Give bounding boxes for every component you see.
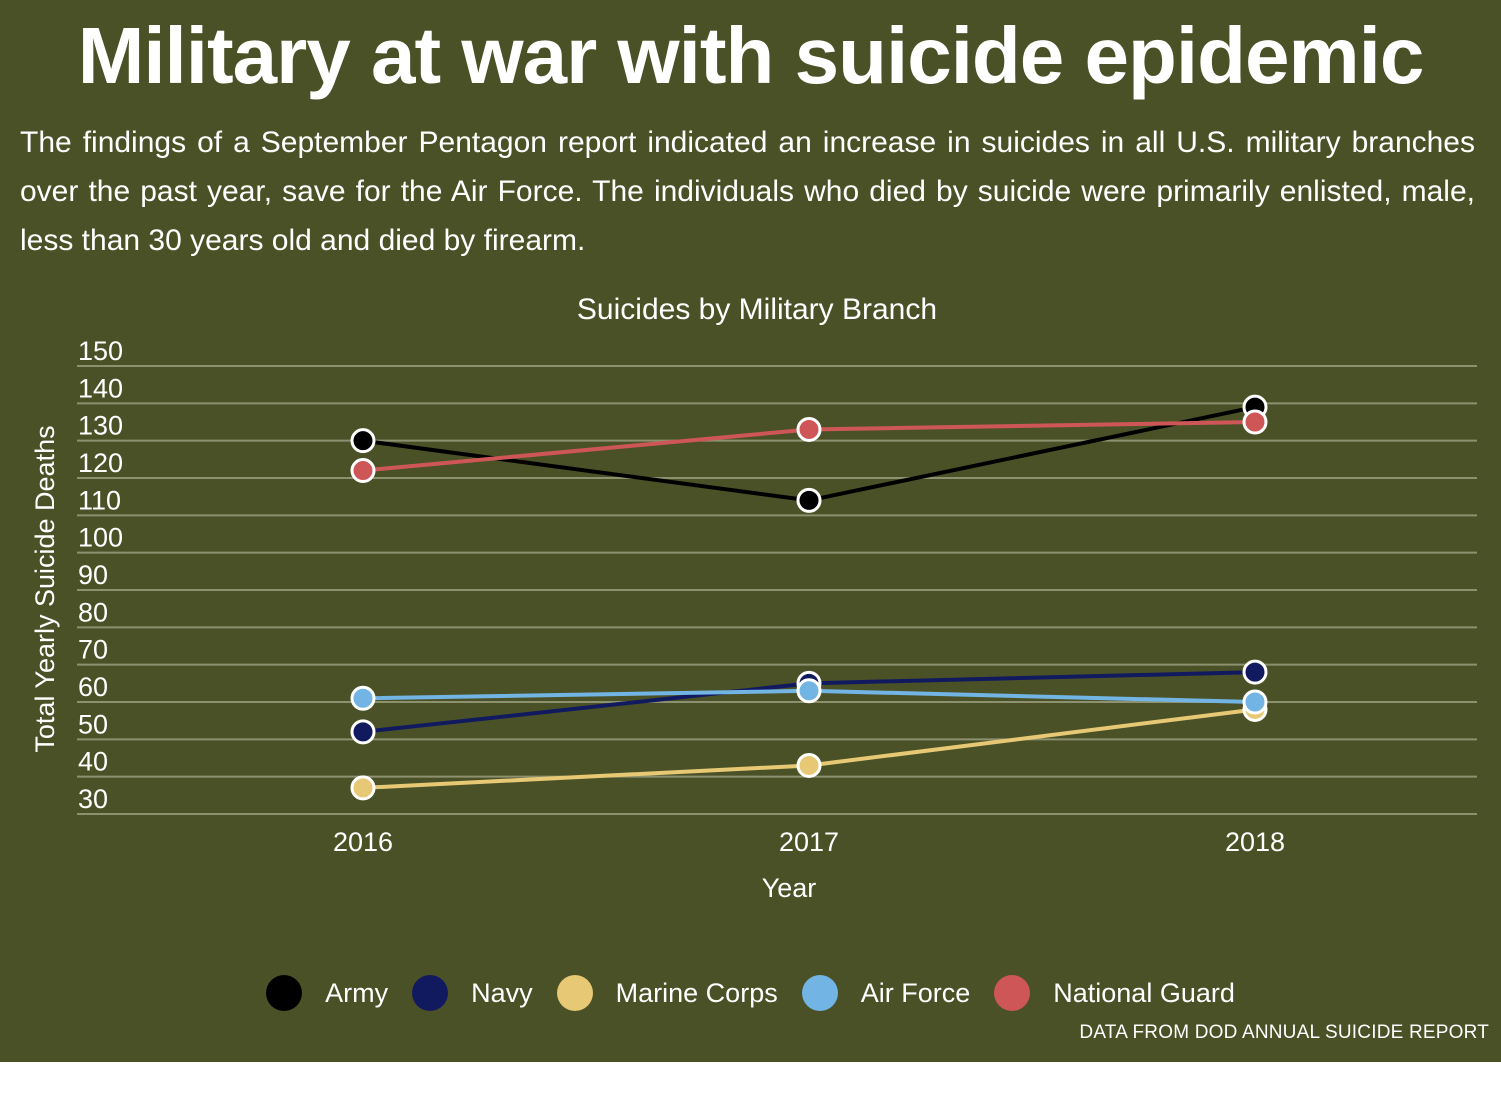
- series-lines: [362, 405, 1256, 790]
- y-tick-label: 100: [78, 523, 123, 553]
- legend-item-national-guard: National Guard: [994, 975, 1235, 1011]
- y-tick-label: 130: [78, 411, 123, 441]
- legend-label: Army: [325, 977, 389, 1008]
- legend-label: Marine Corps: [615, 977, 778, 1008]
- legend-swatch: [556, 975, 593, 1011]
- y-tick-label: 90: [78, 560, 108, 590]
- y-axis-title: Total Yearly Suicide Deaths: [30, 425, 60, 752]
- y-tick-label: 60: [78, 672, 108, 702]
- legend-item-air-force: Air Force: [801, 975, 971, 1011]
- series-points: [350, 394, 1268, 801]
- legend-swatch: [801, 975, 838, 1011]
- legend-item-navy: Navy: [412, 975, 533, 1011]
- y-tick-label: 120: [78, 448, 123, 478]
- source-note: DATA FROM DOD ANNUAL SUICIDE REPORT: [1079, 1022, 1489, 1043]
- y-tick-label: 40: [78, 747, 108, 777]
- y-tick-label: 30: [78, 784, 108, 814]
- legend-label: Air Force: [860, 977, 971, 1008]
- intro-paragraph: The findings of a September Pentagon rep…: [20, 126, 1475, 257]
- x-axis-title: Year: [762, 873, 817, 903]
- grid-lines: [77, 365, 1477, 815]
- army-point: [796, 487, 822, 513]
- y-tick-label: 80: [78, 597, 108, 627]
- headline: Military at war with suicide epidemic: [77, 11, 1425, 100]
- marine-corps-point: [350, 775, 376, 801]
- legend-swatch: [994, 975, 1031, 1011]
- legend-item-army: Army: [266, 975, 388, 1011]
- navy-point: [1242, 659, 1268, 685]
- air-force-point: [1242, 689, 1268, 715]
- x-tick-labels: 2016 2017 2018: [333, 827, 1285, 857]
- y-tick-label: 150: [78, 336, 123, 366]
- legend-swatch: [412, 975, 449, 1011]
- legend-swatch: [266, 975, 303, 1011]
- y-tick-label: 50: [78, 709, 108, 739]
- line-chart: Suicides by Military Branch 30 40 50 60 70 80…: [30, 293, 1477, 903]
- national-guard-point: [796, 416, 822, 442]
- chart-title: Suicides by Military Branch: [577, 293, 937, 326]
- air-force-point: [796, 678, 822, 704]
- national-guard-point: [350, 458, 376, 484]
- x-tick-label: 2016: [333, 827, 393, 857]
- legend-item-marine-corps: Marine Corps: [556, 975, 778, 1011]
- legend-label: Navy: [471, 977, 533, 1008]
- national-guard-point: [1242, 409, 1268, 435]
- marine-corps-point: [796, 752, 822, 778]
- army-point: [350, 428, 376, 454]
- y-tick-label: 70: [78, 635, 108, 665]
- navy-point: [350, 719, 376, 745]
- y-tick-label: 110: [78, 485, 121, 515]
- y-tick-labels: 30 40 50 60 70 80 90 100 110 120 130 140 150: [78, 336, 123, 814]
- legend-label: National Guard: [1053, 977, 1235, 1008]
- y-tick-label: 140: [78, 373, 123, 403]
- air-force-point: [350, 685, 376, 711]
- infographic-panel: Military at war with suicide epidemic Th…: [0, 0, 1501, 1062]
- legend: Army Navy Marine Corps Air Force National Gu…: [0, 968, 1501, 1018]
- x-tick-label: 2018: [1225, 827, 1285, 857]
- x-tick-label: 2017: [779, 827, 839, 857]
